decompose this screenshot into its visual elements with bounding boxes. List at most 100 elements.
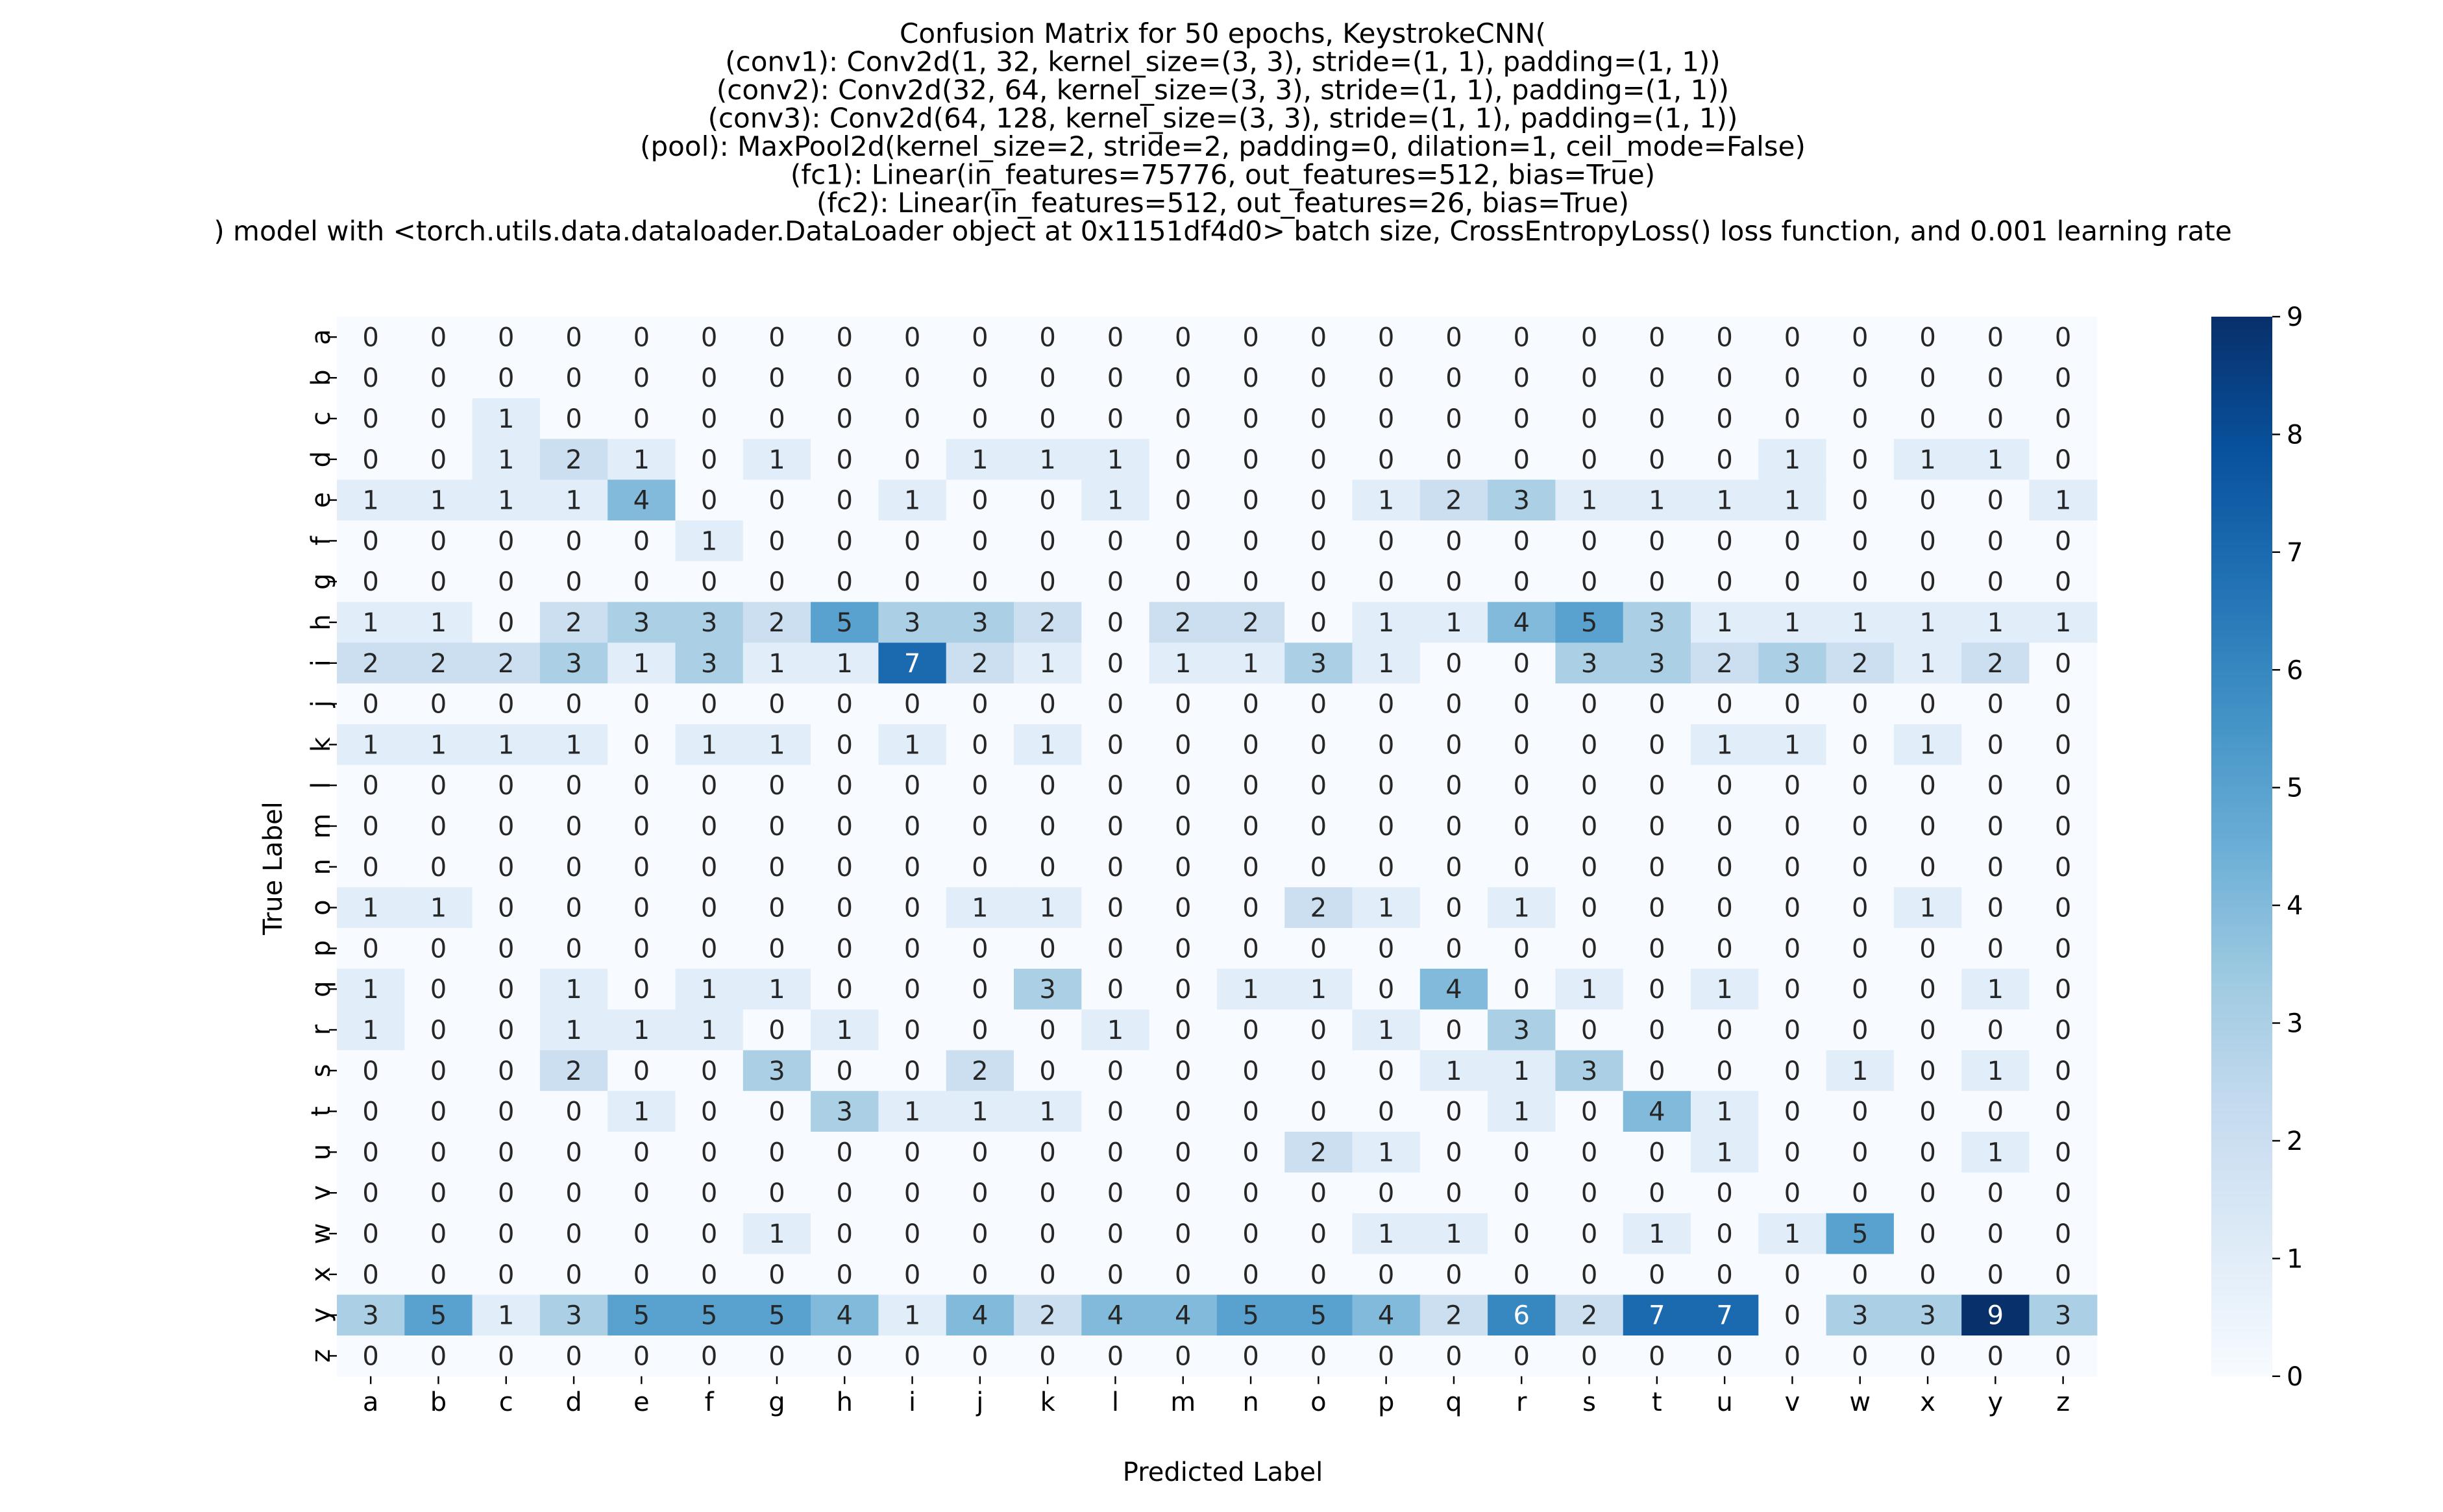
heatmap-cell [1081, 683, 1150, 725]
heatmap-cell [1893, 561, 1962, 603]
heatmap-cell [1014, 1091, 1082, 1132]
heatmap-cell [1284, 928, 1353, 969]
heatmap-cell [1893, 887, 1962, 929]
cell-value: 0 [430, 1219, 447, 1249]
cell-value: 1 [1378, 608, 1394, 638]
cell-value: 2 [1039, 1301, 1055, 1331]
cell-value: 0 [837, 486, 853, 516]
heatmap-cell [1893, 1335, 1962, 1377]
cell-value: 0 [837, 975, 853, 1005]
cell-value: 0 [701, 812, 717, 842]
cell-value: 0 [1716, 1016, 1732, 1045]
heatmap-cell [472, 642, 541, 684]
cell-value: 0 [2055, 1016, 2071, 1045]
cell-value: 0 [1852, 404, 1868, 434]
cell-value: 0 [1716, 1219, 1732, 1249]
heatmap-cell [608, 1091, 676, 1132]
cell-value: 0 [1310, 812, 1327, 842]
heatmap-cell [1352, 764, 1421, 807]
title-line: (fc1): Linear(in_features=75776, out_fea… [791, 159, 1655, 191]
cell-value: 0 [837, 1260, 853, 1290]
cell-value: 2 [362, 649, 378, 679]
cell-value: 1 [1514, 1056, 1530, 1086]
heatmap-cell [878, 1050, 947, 1091]
cell-value: 0 [1919, 1260, 1935, 1290]
cell-value: 1 [1987, 1138, 2004, 1167]
colorbar-tick-label: 3 [2287, 1009, 2303, 1039]
cell-value: 0 [1107, 975, 1123, 1005]
cell-value: 0 [498, 1260, 514, 1290]
cell-value: 0 [837, 404, 853, 434]
cell-value: 0 [1581, 1138, 1597, 1167]
cell-value: 0 [1784, 771, 1800, 801]
cell-value: 0 [1107, 567, 1123, 597]
cell-value: 4 [633, 486, 650, 516]
heatmap-cell [1758, 683, 1827, 725]
heatmap-cell [337, 317, 405, 358]
cell-value: 1 [1649, 486, 1665, 516]
heatmap-cell [1691, 1254, 1759, 1295]
cell-value: 0 [498, 853, 514, 883]
cell-value: 1 [1716, 608, 1732, 638]
heatmap-cell [743, 683, 811, 725]
heatmap-cell [608, 561, 676, 603]
heatmap-cell [539, 887, 608, 929]
cell-value: 0 [1039, 323, 1055, 352]
y-tick-label: k [306, 737, 336, 752]
cell-value: 0 [1919, 975, 1935, 1005]
heatmap-cell [811, 724, 879, 766]
heatmap-cell [1352, 357, 1421, 399]
cell-value: 3 [565, 649, 582, 679]
heatmap-cell [608, 683, 676, 725]
heatmap-cell [878, 317, 947, 358]
heatmap-cell [404, 439, 473, 480]
heatmap-cell [1488, 317, 1556, 358]
cell-value: 0 [1649, 1260, 1665, 1290]
cell-value: 1 [1784, 730, 1800, 760]
heatmap-cell [946, 520, 1014, 562]
heatmap-cell [878, 642, 947, 684]
x-tick-label: o [1310, 1387, 1326, 1417]
heatmap-cell [743, 642, 811, 684]
heatmap-cell [878, 1091, 947, 1132]
heatmap-cell [1826, 968, 1895, 1010]
cell-value: 4 [1649, 1097, 1665, 1127]
cell-value: 0 [1581, 1260, 1597, 1290]
heatmap-cell [1961, 357, 2030, 399]
cell-value: 0 [1310, 1260, 1327, 1290]
cell-value: 0 [1039, 1056, 1055, 1086]
y-tick-label: q [306, 981, 336, 997]
heatmap-cell [1352, 480, 1421, 521]
cell-value: 1 [1514, 894, 1530, 923]
cell-value: 0 [1445, 526, 1462, 556]
heatmap-cell [1961, 561, 2030, 603]
heatmap-cell [1691, 1009, 1759, 1051]
heatmap-cell [337, 357, 405, 399]
cell-value: 0 [430, 1341, 447, 1371]
colorbar-tick-label: 5 [2287, 774, 2303, 803]
heatmap-cell [472, 439, 541, 480]
heatmap-cell [1555, 1009, 1624, 1051]
cell-value: 0 [1107, 1138, 1123, 1167]
cell-value: 0 [2055, 1260, 2071, 1290]
cell-value: 0 [1175, 812, 1191, 842]
cell-value: 1 [362, 486, 378, 516]
cell-value: 2 [1987, 649, 2004, 679]
heatmap-cell [1014, 887, 1082, 929]
heatmap-cell [878, 805, 947, 847]
cell-value: 5 [430, 1301, 447, 1331]
cell-value: 0 [2055, 363, 2071, 393]
cell-value: 0 [1716, 771, 1732, 801]
cell-value: 0 [362, 1138, 378, 1167]
heatmap-cell [946, 968, 1014, 1010]
cell-value: 0 [1107, 608, 1123, 638]
cell-value: 0 [1919, 1097, 1935, 1127]
heatmap-cell [1555, 1132, 1624, 1173]
cell-value: 0 [1852, 363, 1868, 393]
cell-value: 3 [1514, 1016, 1530, 1045]
cell-value: 1 [430, 894, 447, 923]
cell-value: 1 [701, 526, 717, 556]
cell-value: 0 [430, 363, 447, 393]
cell-value: 0 [2055, 445, 2071, 475]
cell-value: 0 [2055, 1341, 2071, 1371]
